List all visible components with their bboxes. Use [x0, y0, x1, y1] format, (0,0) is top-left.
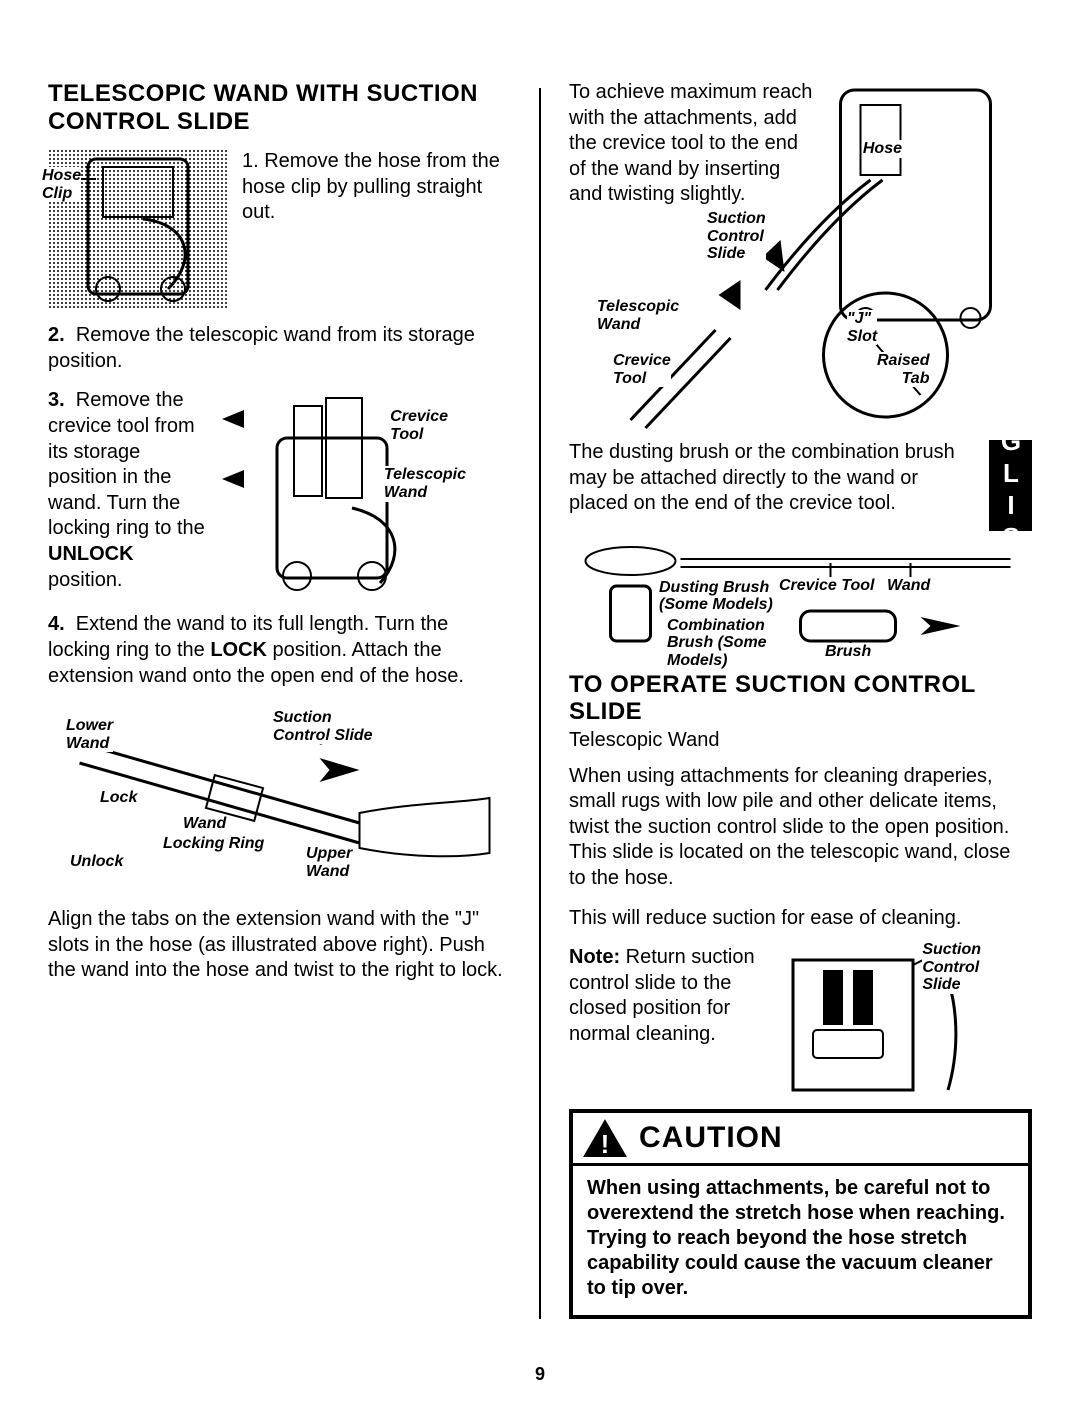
- caution-body: When using attachments, be careful not t…: [573, 1163, 1028, 1315]
- dusting-paragraph: The dusting brush or the combination bru…: [569, 440, 1032, 517]
- caution-title: CAUTION: [639, 1121, 783, 1155]
- figure-max-reach: To achieve maximum reach with the attach…: [569, 80, 1032, 440]
- label-crevice-tool-2: CreviceTool: [613, 352, 671, 387]
- label-unlock: Unlock: [70, 853, 123, 871]
- figure-brush-assembly: Dusting Brush(Some Models) Crevice Tool …: [569, 531, 1032, 661]
- label-j-slot: "J"Slot: [847, 310, 877, 345]
- warning-icon: !: [583, 1119, 627, 1157]
- label-brush: Brush: [825, 643, 871, 661]
- operate-para-1: When using attachments for cleaning drap…: [569, 764, 1032, 892]
- label-crevice-tool: CreviceTool: [390, 408, 448, 443]
- right-column: ENGLISH To achieve maximum reach with th…: [569, 80, 1032, 1319]
- label-hose: Hose: [863, 140, 902, 158]
- figure-locking-ring: LowerWand SuctionControl Slide Lock Wand…: [48, 703, 511, 893]
- label-crevice-tool-3: Crevice Tool: [779, 577, 874, 595]
- label-wand-2: Wand: [887, 577, 930, 595]
- operate-subheading: Telescopic Wand: [569, 728, 1032, 754]
- left-column: TELESCOPIC WAND WITH SUCTION CONTROL SLI…: [48, 80, 511, 1319]
- note-text: Note: Return suction control slide to th…: [569, 945, 769, 1047]
- label-upper-wand: UpperWand: [306, 845, 352, 880]
- label-hose-clip: HoseClip: [42, 167, 81, 202]
- caution-box: ! CAUTION When using attachments, be car…: [569, 1109, 1032, 1319]
- label-dusting-brush: Dusting Brush(Some Models): [659, 579, 773, 614]
- page-number: 9: [535, 1364, 545, 1385]
- step-2-text: 2. Remove the telescopic wand from its s…: [48, 323, 511, 374]
- figure-suction-slide: SuctionControlSlide: [783, 945, 973, 1095]
- label-locking-ring: Locking Ring: [163, 835, 264, 853]
- label-suction-control-slide-3: SuctionControlSlide: [922, 941, 981, 994]
- label-suction-control-slide-2: SuctionControlSlide: [707, 210, 766, 263]
- label-telescopic-wand-2: TelescopicWand: [597, 298, 679, 333]
- label-wand: Wand: [183, 815, 226, 833]
- column-divider: [539, 88, 541, 1319]
- label-lower-wand: LowerWand: [66, 717, 113, 752]
- label-lock: Lock: [100, 789, 137, 807]
- step-1-text: 1. Remove the hose from the hose clip by…: [242, 149, 511, 226]
- figure-hose-clip: HoseClip: [48, 149, 228, 309]
- operate-heading: TO OPERATE SUCTION CONTROL SLIDE: [569, 671, 1032, 726]
- operate-para-2: This will reduce suction for ease of cle…: [569, 906, 1032, 932]
- figure-crevice-tool: CreviceTool TelescopicWand: [222, 388, 442, 598]
- label-raised-tab: RaisedTab: [877, 352, 929, 387]
- label-combination-brush: CombinationBrush (SomeModels): [667, 617, 767, 670]
- step-4-text: 4. Extend the wand to its full length. T…: [48, 612, 511, 689]
- align-paragraph: Align the tabs on the extension wand wit…: [48, 907, 511, 984]
- telescopic-wand-heading: TELESCOPIC WAND WITH SUCTION CONTROL SLI…: [48, 80, 511, 135]
- label-telescopic-wand: TelescopicWand: [384, 466, 466, 501]
- step-3-text: 3. Remove the crevice tool from its stor…: [48, 388, 208, 593]
- label-suction-control-slide: SuctionControl Slide: [273, 709, 373, 744]
